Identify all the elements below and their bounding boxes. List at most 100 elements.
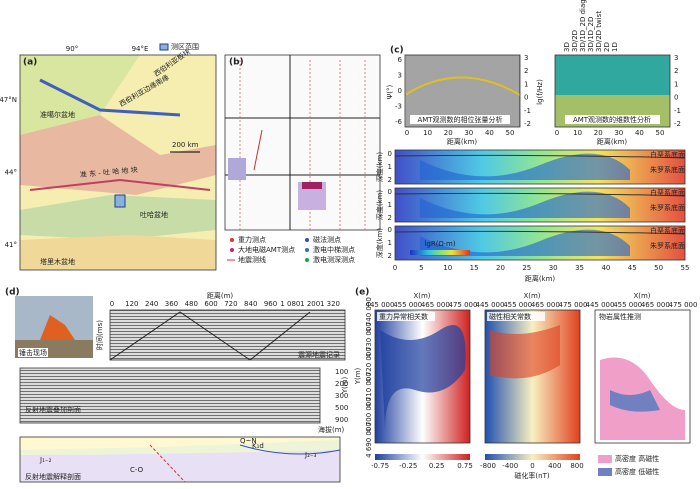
y-tick-label: 2 [388,252,392,260]
fault [29,178,211,191]
legend-text: 大地电磁AMT测点 [238,245,295,254]
stack-section [20,368,320,423]
map-title: 重力异常相关数 [379,312,428,321]
y-tick-label: -6 [395,118,403,126]
horizon-label: 白垩系底面 [650,150,685,159]
legend-text: 磁法测点 [313,235,341,244]
x-tick-label: 445 000 [586,301,615,309]
x-tick-label: 0 [110,300,114,308]
anomaly [380,325,466,430]
y-tick-label: 1 [388,163,392,171]
map-title: 磁性相关常数 [489,312,531,321]
legend-swatch [305,248,309,252]
colorbar [375,454,470,460]
legend-text: 3D [563,42,571,52]
x-tick-label: 465 000 [641,301,670,309]
x-tick-label: 45 [628,264,637,272]
plot-frame [394,187,686,223]
elevation-label: 海拔(m) [318,425,345,434]
y-tick-label: 3 [398,72,402,80]
place-label: 吐哈盆地 [140,210,168,219]
legend-text: 3D/1D_2D diag [579,0,587,52]
x-tick-label: 55 [681,264,690,272]
colorbar-tick: -800 [480,462,496,470]
legend-text: 测区范围 [171,42,199,51]
legend-swatch [598,468,612,476]
lat-label: 47°N [0,96,17,104]
stratum-label: C-O [130,466,144,474]
y-tick-label: 0 [388,150,392,158]
y-tick-label: 4 700 000 [365,397,373,433]
colorbar-tick: 0 [530,462,534,470]
x-tick-label: 465 000 [421,301,450,309]
legend-text: 3D/2D twist [595,11,603,52]
y-tick-label: 100 [335,368,348,376]
y-tick-label: -1 [674,107,681,115]
y-tick-label: 300 [335,392,348,400]
x-tick-label: 20 [496,264,505,272]
fault [149,444,186,483]
x-tick-label: 455 000 [613,301,642,309]
y-tick-label: 2 [524,67,528,75]
panel-label: (b) [229,58,244,68]
x-label: X(m) [523,292,540,300]
legend-text: 3D/1D_2D [587,17,595,52]
excavator [40,315,75,340]
map-title: 物岩属性推测 [599,312,641,321]
x-tick-label: 5 [419,264,423,272]
legend-swatch [305,238,309,242]
x-tick-label: 20 [444,129,453,137]
conductor [420,153,630,180]
shot-record [110,310,345,360]
stratum-label: J₁₋₂ [39,456,52,464]
section-title: 反射地震叠加剖面 [25,405,81,414]
horizon-label: 朱罗系底面 [650,203,685,212]
conductor [420,229,630,256]
panel-label: (d) [5,288,20,298]
y-label: Y(m) [354,367,362,385]
x-tick-label: 0 [393,264,397,272]
legend-text: 高密度 低磁性 [615,467,659,476]
x-tick-label: 30 [464,129,473,137]
x-tick-label: 0 [555,129,559,137]
stratum-label: J₂₋₃ [304,451,317,459]
y-tick-label: 4 710 000 [365,372,373,408]
caption-bg [18,348,48,357]
y-tick-label: 0 [388,226,392,234]
caption-bg [410,115,510,124]
x-tick-label: 445 000 [476,301,505,309]
horizon [394,230,686,235]
lon-label: 94°E [132,45,149,53]
caption: 震源地震记录 [298,350,340,359]
x-tick-label: 40 [635,129,644,137]
unit-q [20,437,340,450]
horizon [239,444,341,455]
x-tick-label: 50 [654,264,663,272]
legend-text: 地震测线 [238,255,266,264]
colorbar-tick: 400 [548,462,561,470]
panel-b: (b) [224,54,381,231]
conductor [420,191,630,218]
y-tick-label: 3 [674,54,678,62]
y-tick-label: 2 [388,176,392,184]
x-tick-label: 50 [506,129,515,137]
y-tick-label: 4 720 000 [365,347,373,383]
first-break [109,311,311,361]
caption-bg [487,312,545,321]
seismic-line [253,129,263,171]
survey-block [228,158,246,180]
horizon [394,154,686,159]
colorbar-label: lgR(Ω·m) [424,240,455,248]
y-label: lg(f/Hz) [536,79,544,105]
y-tick-label: 0 [674,94,678,102]
x-tick-label: 1 080 [280,300,300,308]
caption-bg [565,115,660,124]
legend-text: 3D/2D [571,30,579,52]
scale-text: 200 km [172,141,199,149]
lon-label: 90° [66,45,78,53]
y-tick-label: -1 [524,107,531,115]
legend-swatch [598,455,612,463]
caption-bg [597,312,655,321]
panel-label: (c) [390,46,404,56]
colorbar-tick: 800 [570,462,583,470]
